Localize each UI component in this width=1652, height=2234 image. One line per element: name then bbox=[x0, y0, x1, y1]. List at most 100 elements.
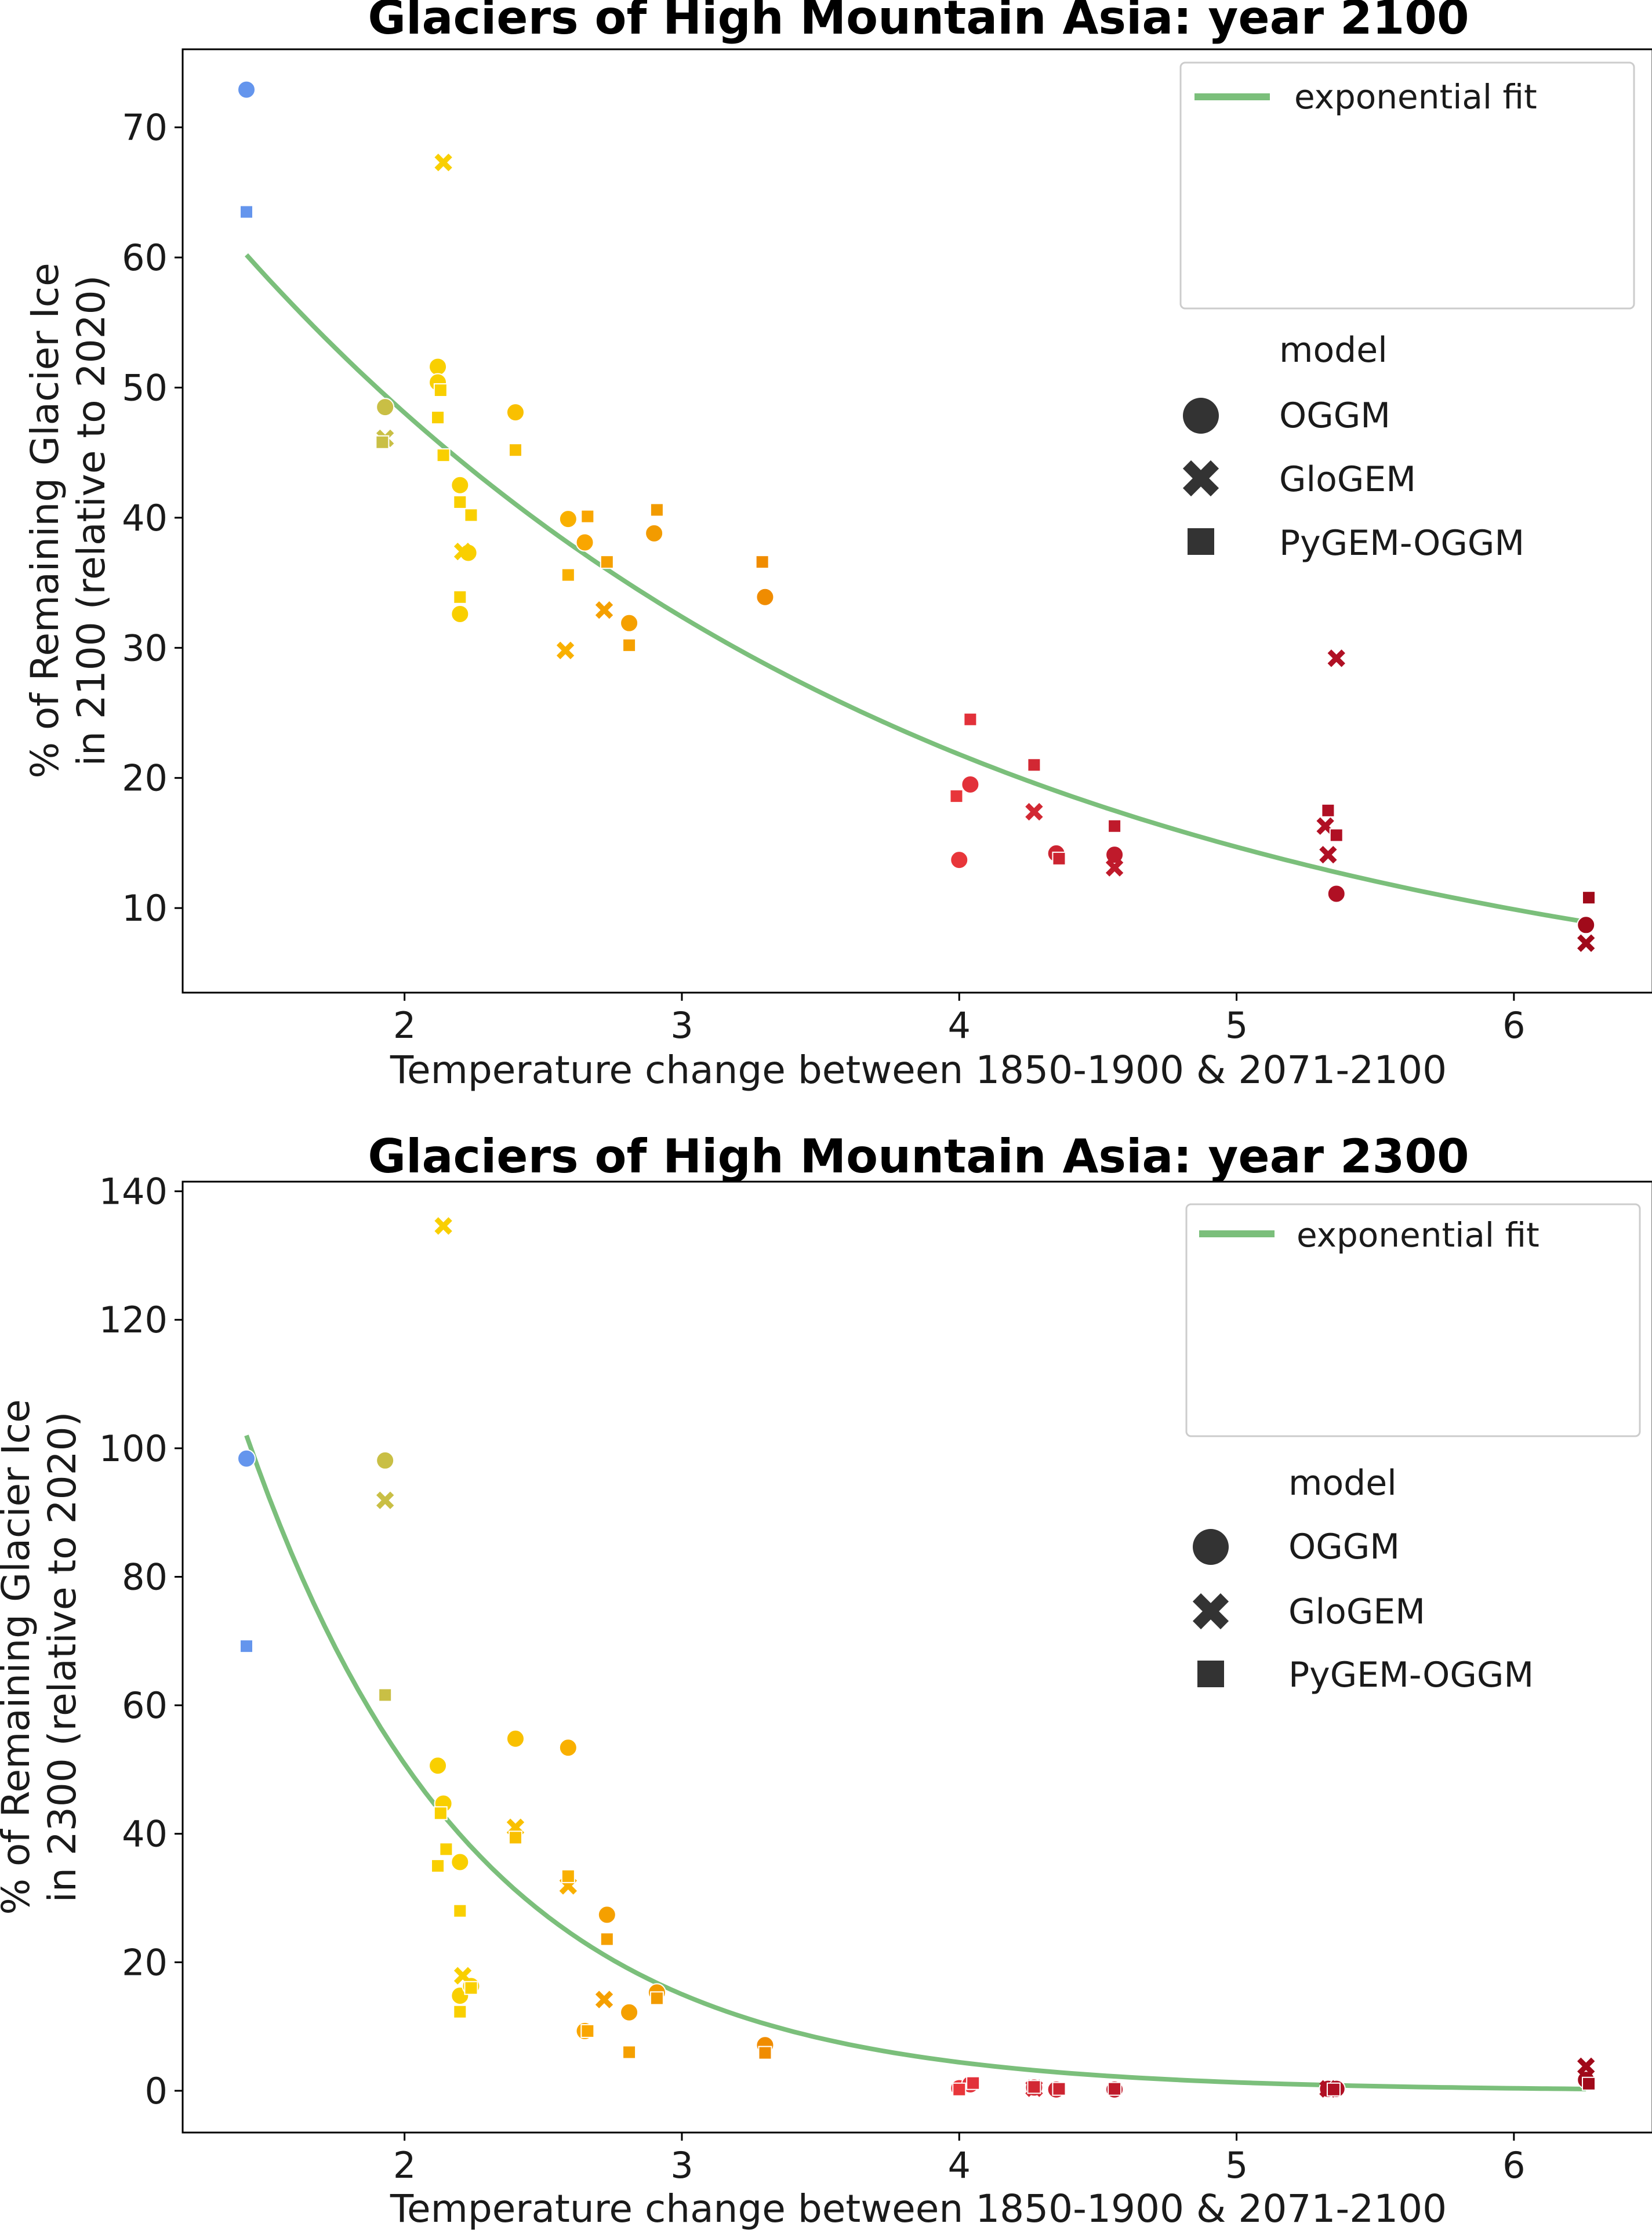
pygem-oggm-point bbox=[1581, 891, 1596, 905]
exponential-fit-line bbox=[244, 1434, 1586, 2091]
pygem-oggm-point bbox=[436, 448, 451, 463]
oggm-point bbox=[237, 1449, 256, 1468]
pygem-oggm-point bbox=[1108, 2082, 1122, 2096]
oggm-point bbox=[620, 2003, 639, 2022]
legend-x-marker bbox=[1182, 460, 1219, 497]
legend-square-marker bbox=[1197, 1661, 1224, 1687]
oggm-point bbox=[645, 524, 664, 543]
plot-area bbox=[181, 48, 1652, 994]
oggm-point bbox=[429, 1756, 448, 1775]
panel-2100: Glaciers of High Mountain Asia: year 210… bbox=[23, 0, 1652, 1092]
pygem-oggm-point bbox=[453, 590, 467, 604]
oggm-point bbox=[950, 851, 969, 870]
oggm-point bbox=[376, 1451, 395, 1470]
y-axis-label-line-1: % of Remaining Glacier Ice bbox=[23, 263, 67, 778]
legend-box bbox=[1185, 1203, 1641, 1437]
pygem-oggm-point bbox=[1321, 803, 1335, 818]
oggm-point bbox=[558, 1738, 578, 1757]
legend-title: model bbox=[1279, 330, 1388, 370]
legend-fit-label: exponential fit bbox=[1294, 77, 1537, 117]
pygem-oggm-point bbox=[755, 555, 769, 569]
y-tick-label: 10 bbox=[122, 887, 168, 929]
pygem-oggm-point bbox=[464, 1981, 478, 1995]
pygem-oggm-point bbox=[963, 712, 978, 726]
y-tick-label: 140 bbox=[99, 1171, 168, 1213]
pygem-oggm-point bbox=[453, 1904, 467, 1918]
pygem-oggm-point bbox=[952, 2082, 967, 2097]
pygem-oggm-point bbox=[1052, 2082, 1066, 2096]
legend-label-oggm: OGGM bbox=[1288, 1527, 1400, 1567]
glogem-point bbox=[453, 1967, 472, 1985]
pygem-oggm-point bbox=[1027, 2080, 1041, 2094]
pygem-oggm-point bbox=[949, 789, 964, 804]
x-axis-label: Temperature change between 1850-1900 & 2… bbox=[390, 2186, 1447, 2231]
exponential-fit-line bbox=[245, 253, 1586, 925]
oggm-point bbox=[237, 80, 256, 99]
y-axis-label-line-2: in 2300 (relative to 2020) bbox=[40, 1412, 85, 1903]
pygem-oggm-point bbox=[1326, 2082, 1341, 2097]
legend-label-oggm: OGGM bbox=[1279, 395, 1390, 436]
legend-label-pygem: PyGEM-OGGM bbox=[1288, 1655, 1534, 1695]
y-tick-label: 70 bbox=[122, 107, 168, 149]
oggm-point bbox=[756, 587, 775, 606]
y-axis-label-line-1: % of Remaining Glacier Ice bbox=[0, 1399, 38, 1915]
glogem-point bbox=[1577, 2057, 1595, 2076]
pygem-oggm-point bbox=[508, 443, 522, 457]
pygem-oggm-point bbox=[453, 2004, 467, 2019]
legend-x-marker bbox=[1192, 1593, 1229, 1630]
chart-title: Glaciers of High Mountain Asia: year 230… bbox=[368, 1129, 1469, 1183]
legend-label-glogem: GloGEM bbox=[1279, 459, 1416, 500]
y-tick-label: 120 bbox=[99, 1299, 168, 1341]
pygem-oggm-point bbox=[649, 1991, 664, 2006]
oggm-point bbox=[620, 613, 639, 633]
data-points bbox=[237, 80, 1596, 952]
glogem-point bbox=[1327, 649, 1345, 667]
glogem-point bbox=[1319, 845, 1337, 864]
pygem-oggm-point bbox=[1108, 819, 1122, 833]
y-tick-label: 30 bbox=[122, 627, 168, 669]
legend-box bbox=[1179, 61, 1635, 310]
oggm-point bbox=[506, 1729, 525, 1748]
oggm-point bbox=[506, 403, 525, 422]
oggm-point bbox=[451, 475, 470, 495]
oggm-point bbox=[1577, 916, 1596, 935]
y-tick-label: 60 bbox=[122, 237, 168, 279]
x-tick-label: 3 bbox=[670, 1004, 693, 1047]
pygem-oggm-point bbox=[600, 1932, 614, 1946]
pygem-oggm-point bbox=[561, 1869, 575, 1883]
pygem-oggm-point bbox=[600, 555, 614, 569]
pygem-oggm-point bbox=[433, 383, 448, 397]
y-tick-label: 60 bbox=[122, 1684, 168, 1727]
legend-circle-marker bbox=[1193, 1529, 1229, 1565]
oggm-point bbox=[597, 1905, 616, 1924]
pygem-oggm-point bbox=[580, 2024, 595, 2038]
oggm-point bbox=[558, 510, 578, 529]
pygem-oggm-point bbox=[1052, 851, 1066, 866]
legend: exponential fit model OGGM GloGEM PyGEM-… bbox=[1179, 61, 1635, 564]
glogem-point bbox=[434, 1217, 452, 1235]
glogem-point bbox=[595, 1990, 613, 2008]
oggm-point bbox=[575, 533, 594, 552]
axes: 2 3 4 5 6 10 20 30 40 50 60 70 bbox=[122, 107, 1525, 1047]
legend-fit-label: exponential fit bbox=[1297, 1215, 1540, 1255]
x-tick-label: 2 bbox=[393, 1004, 416, 1047]
legend-label-glogem: GloGEM bbox=[1288, 1592, 1425, 1632]
pygem-oggm-point bbox=[431, 411, 445, 425]
x-tick-label: 6 bbox=[1502, 2144, 1525, 2186]
pygem-oggm-point bbox=[453, 495, 467, 509]
oggm-point bbox=[429, 357, 448, 376]
pygem-oggm-point bbox=[966, 2076, 981, 2090]
pygem-oggm-point bbox=[508, 1830, 522, 1845]
x-tick-label: 3 bbox=[670, 2144, 693, 2186]
panel-2300: Glaciers of High Mountain Asia: year 230… bbox=[0, 1129, 1652, 2231]
y-tick-label: 40 bbox=[122, 1813, 168, 1855]
x-tick-label: 5 bbox=[1225, 2144, 1248, 2186]
oggm-point bbox=[451, 1852, 470, 1872]
legend-circle-marker bbox=[1183, 398, 1219, 434]
oggm-point bbox=[961, 775, 980, 794]
x-tick-label: 2 bbox=[393, 2144, 416, 2186]
y-axis-label-line-2: in 2100 (relative to 2020) bbox=[69, 275, 114, 767]
